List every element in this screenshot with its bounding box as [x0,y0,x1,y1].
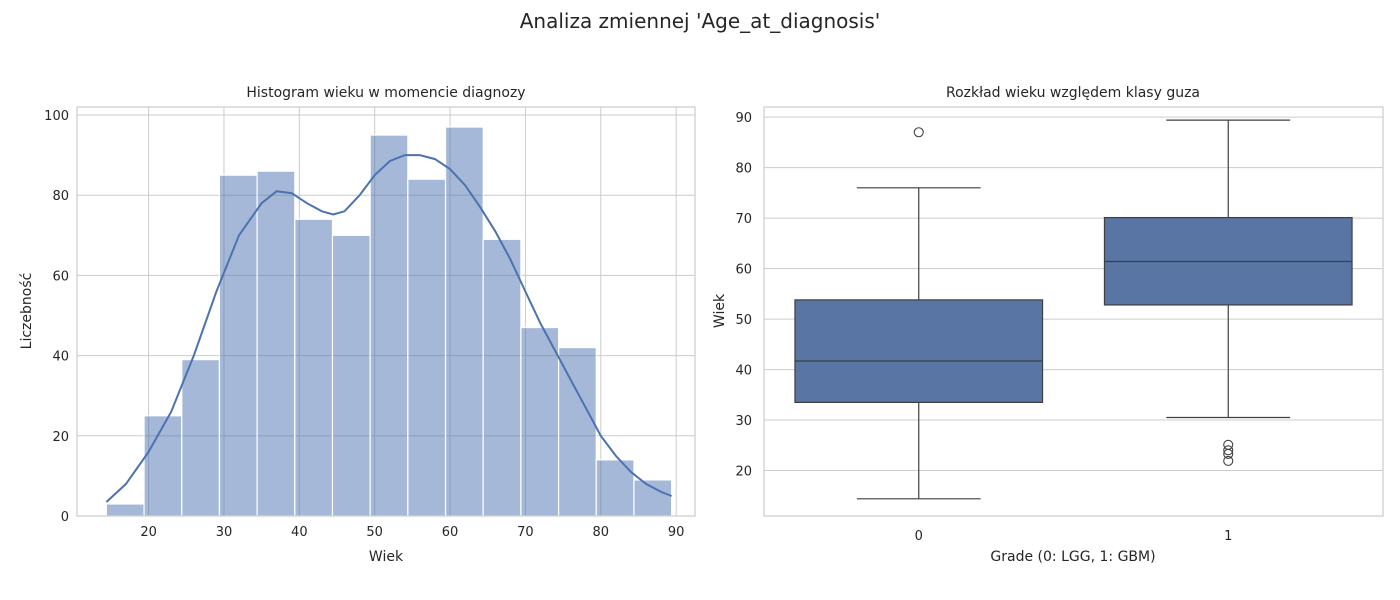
histogram-bar [520,326,560,517]
box-group-0 [794,127,1044,500]
histogram-bar [369,134,409,517]
histogram-panel: Histogram wieku w momencie diagnozy 20 30… [19,85,696,565]
histogram-bar [181,359,221,517]
histogram-bar [218,174,258,517]
boxplot-x-tick-label: 0 [915,529,923,544]
histogram-bar [143,415,183,517]
histogram-y-axis-label: Liczebność [19,273,35,350]
boxplot-y-tick-label: 50 [735,313,752,328]
histogram-x-axis-label: Wiek [369,549,404,565]
histogram-bar [557,346,597,517]
boxplot-y-tick-label: 60 [735,263,752,278]
iqr-box [794,299,1044,403]
boxplot-title: Rozkład wieku względem klasy guza [946,85,1200,101]
figure-suptitle: Analiza zmiennej 'Age_at_diagnosis' [520,9,881,33]
histogram-y-tick-label: 60 [52,269,69,284]
histogram-x-tick-label: 20 [140,525,157,540]
boxplot-x-tick-label: 1 [1224,529,1232,544]
histogram-x-tick-label: 90 [668,525,685,540]
histogram-x-tick-label: 50 [366,525,383,540]
histogram-bar [633,479,673,517]
histogram-y-tick-label: 100 [44,109,69,124]
histogram-x-ticks: 20 30 40 50 60 70 80 90 [140,525,684,540]
outlier-point [1223,448,1234,459]
histogram-x-tick-label: 40 [291,525,308,540]
histogram-title: Histogram wieku w momencie diagnozy [246,85,525,101]
histogram-bar [256,170,296,517]
outlier-point [1223,445,1234,456]
histogram-frame [76,106,696,517]
boxplot-y-tick-label: 20 [735,465,752,480]
histogram-bar [331,234,371,517]
boxplot-y-tick-label: 90 [735,111,752,126]
boxplot-boxes [794,119,1353,500]
histogram-x-tick-label: 70 [517,525,534,540]
histogram-x-tick-label: 80 [593,525,610,540]
histogram-x-tick-label: 60 [442,525,459,540]
histogram-bar [482,238,522,517]
histogram-y-tick-label: 0 [61,510,69,525]
boxplot-y-tick-label: 70 [735,212,752,227]
boxplot-y-tick-label: 30 [735,414,752,429]
histogram-bars [105,126,673,517]
histogram-y-tick-label: 40 [52,350,69,365]
boxplot-frame [763,106,1384,517]
boxplot-y-tick-label: 40 [735,364,752,379]
box-group-1 [1103,119,1353,467]
boxplot-x-axis-label: Grade (0: LGG, 1: GBM) [990,549,1155,565]
outlier-point [1223,455,1234,467]
histogram-bar [407,178,447,517]
histogram-bar [105,503,145,517]
kde-curve [105,154,672,503]
boxplot-y-tick-label: 80 [735,162,752,177]
histogram-y-ticks: 0 20 40 60 80 100 [44,109,69,525]
histogram-x-tick-label: 30 [216,525,233,540]
outlier-point [913,127,924,138]
histogram-bar [294,218,334,517]
boxplot-gridlines [764,116,1383,472]
boxplot-y-axis-label: Wiek [712,293,728,328]
boxplot-y-ticks: 20 30 40 50 60 70 80 90 [735,111,752,479]
histogram-y-tick-label: 80 [52,189,69,204]
histogram-y-tick-label: 20 [52,430,69,445]
